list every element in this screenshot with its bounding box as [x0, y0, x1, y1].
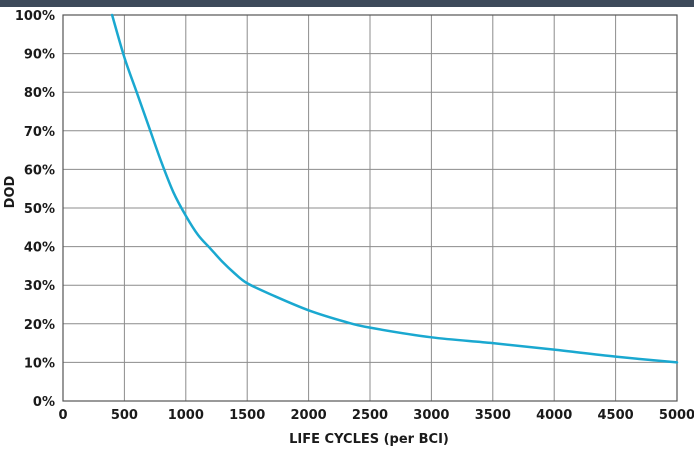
series-group [110, 13, 679, 364]
y-tick-label: 30% [24, 279, 55, 294]
x-tick-label: 4500 [598, 408, 634, 423]
y-tick-label: 0% [33, 395, 55, 410]
y-tick-label: 20% [24, 318, 55, 333]
x-tick-label: 1000 [168, 408, 204, 423]
plot-border [62, 14, 678, 402]
x-tick-label: 5000 [659, 408, 694, 423]
y-tick-label: 10% [24, 356, 55, 371]
dod-series-line [110, 13, 679, 364]
header-bar [0, 0, 694, 7]
x-tick-label: 3500 [475, 408, 511, 423]
plot-frame [62, 14, 678, 402]
x-tick-label: 0 [58, 408, 67, 423]
x-axis-label: LIFE CYCLES (per BCI) [289, 432, 449, 447]
y-tick-labels: 0% 10% 20% 30% 40% 50% 60% 70% 80% 90% 100% [15, 9, 55, 410]
x-tick-label: 3000 [413, 408, 449, 423]
y-tick-label: 60% [24, 163, 55, 178]
x-tick-label: 2000 [291, 408, 327, 423]
y-tick-label: 100% [15, 9, 55, 24]
y-tick-label: 70% [24, 125, 55, 140]
y-tick-label: 80% [24, 86, 55, 101]
x-tick-labels: 0 500 1000 1500 2000 2500 3000 3500 4000 4500 5000 [58, 408, 694, 423]
y-tick-label: 50% [24, 202, 55, 217]
chart-grid [62, 14, 678, 402]
y-axis-label: DOD [3, 175, 18, 208]
x-tick-label: 4000 [536, 408, 572, 423]
y-tick-label: 90% [24, 48, 55, 63]
x-tick-label: 2500 [352, 408, 388, 423]
x-tick-label: 500 [111, 408, 138, 423]
x-tick-label: 1500 [229, 408, 265, 423]
y-tick-label: 40% [24, 241, 55, 256]
